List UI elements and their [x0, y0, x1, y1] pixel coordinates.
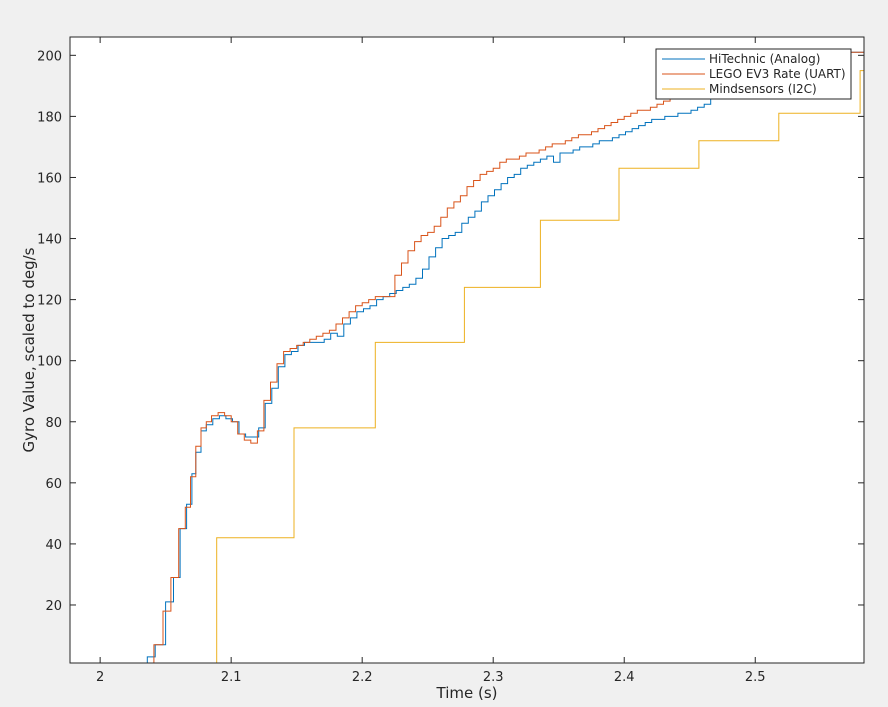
y-tick-label: 200: [37, 49, 62, 64]
ticks-layer: 2 2.1 2.2 2.3 2.4 2.5 20 40 60 80 100 120 140 160 180 2…: [37, 37, 864, 685]
legend-label-hitechnic: HiTechnic (Analog): [709, 52, 820, 66]
x-axis-label: Time (s): [436, 684, 498, 702]
legend-label-mindsensors: Mindsensors (I2C): [709, 82, 817, 96]
x-tick-label: 2.4: [614, 670, 635, 685]
y-tick-label: 40: [45, 538, 62, 553]
y-axis-label: Gyro Value, scaled to deg/s: [20, 247, 38, 452]
y-tick-label: 180: [37, 110, 62, 125]
legend: HiTechnic (Analog) LEGO EV3 Rate (UART) …: [655, 48, 852, 100]
x-tick-label: 2.1: [221, 670, 242, 685]
plot-area: [70, 37, 864, 663]
y-tick-label: 60: [45, 477, 62, 492]
y-tick-label: 100: [37, 355, 62, 370]
y-tick-label: 140: [37, 233, 62, 248]
x-tick-label: 2.2: [352, 670, 373, 685]
x-tick-label: 2.5: [745, 670, 766, 685]
series-mindsensors: [216, 70, 864, 663]
axes-box: [69, 36, 865, 664]
x-tick-label: 2: [96, 670, 104, 685]
y-tick-label: 120: [37, 294, 62, 309]
y-tick-label: 80: [45, 416, 62, 431]
y-tick-label: 160: [37, 171, 62, 186]
legend-label-lego-ev3: LEGO EV3 Rate (UART): [709, 67, 846, 81]
x-tick-label: 2.3: [483, 670, 504, 685]
y-tick-label: 20: [45, 599, 62, 614]
